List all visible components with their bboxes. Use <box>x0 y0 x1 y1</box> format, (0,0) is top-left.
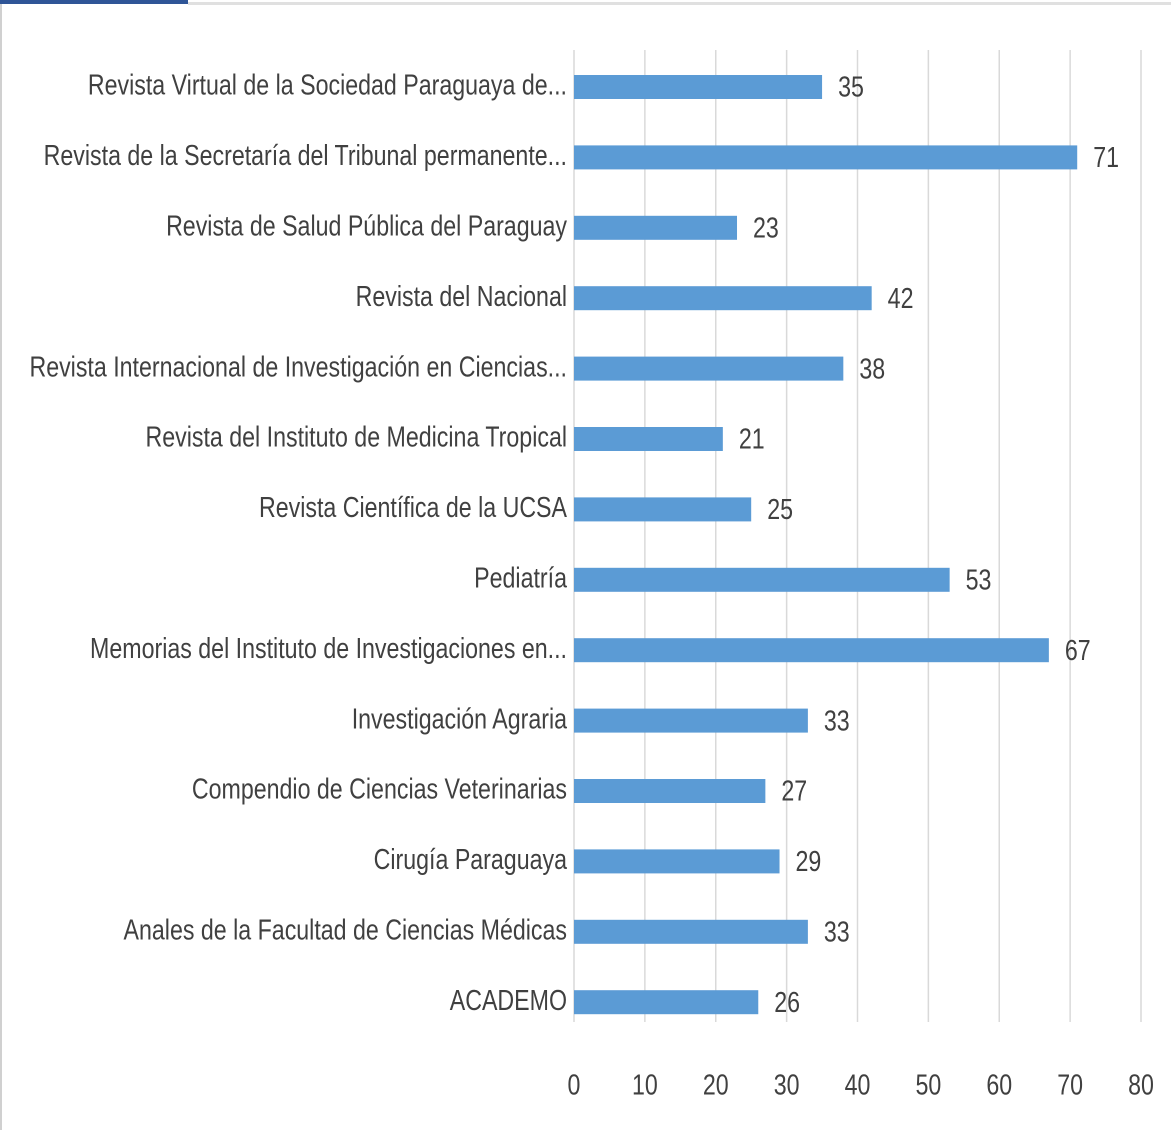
bar <box>574 638 1049 663</box>
y-tick-label: Anales de la Facultad de Ciencias Médica… <box>124 913 567 946</box>
data-label: 53 <box>966 563 992 596</box>
data-label: 26 <box>774 985 800 1018</box>
bar <box>574 919 808 944</box>
y-tick-label: Revista Científica de la UCSA <box>259 491 567 524</box>
bar <box>574 779 766 803</box>
bar <box>574 286 872 311</box>
x-tick-label: 0 <box>568 1068 581 1101</box>
bar <box>574 427 723 451</box>
y-tick-label: Memorias del Instituto de Investigacione… <box>90 631 567 664</box>
data-label: 38 <box>859 352 885 385</box>
bar <box>574 215 738 240</box>
y-tick-label: Compendio de Ciencias Veterinarias <box>192 772 567 805</box>
bar <box>574 497 752 522</box>
y-tick-label: Revista de Salud Pública del Paraguay <box>166 209 568 242</box>
data-label: 33 <box>824 915 850 948</box>
data-label: 21 <box>739 422 765 455</box>
y-tick-label: Investigación Agraria <box>352 702 568 735</box>
x-tick-label: 80 <box>1128 1068 1154 1101</box>
y-tick-label: ACADEMO <box>450 983 567 1016</box>
y-tick-label: Revista de la Secretaría del Tribunal pe… <box>44 139 567 172</box>
y-tick-label: Pediatría <box>474 561 567 594</box>
bar <box>574 356 844 381</box>
bar <box>574 849 780 874</box>
y-tick-label: Revista Internacional de Investigación e… <box>29 350 567 383</box>
x-tick-label: 30 <box>774 1068 800 1101</box>
y-tick-label: Revista del Instituto de Medicina Tropic… <box>145 420 567 453</box>
x-tick-label: 70 <box>1057 1068 1083 1101</box>
bar <box>574 145 1078 170</box>
x-tick-label: 40 <box>845 1068 871 1101</box>
bar <box>574 75 823 99</box>
data-label: 42 <box>888 281 914 314</box>
bar <box>574 990 759 1015</box>
x-tick-label: 10 <box>632 1068 658 1101</box>
data-label: 33 <box>824 704 850 737</box>
x-tick-label: 60 <box>986 1068 1012 1101</box>
y-tick-label: Revista del Nacional <box>356 279 567 312</box>
left-border <box>0 4 2 1130</box>
top-border <box>188 2 1171 5</box>
y-tick-label: Cirugía Paraguaya <box>374 843 568 876</box>
tab <box>0 0 188 4</box>
x-tick-label: 20 <box>703 1068 729 1101</box>
y-tick-label: Revista Virtual de la Sociedad Paraguaya… <box>88 68 567 101</box>
bar <box>574 708 808 733</box>
data-label: 29 <box>796 845 822 878</box>
bar <box>574 567 950 592</box>
data-label: 67 <box>1065 633 1091 666</box>
data-label: 27 <box>781 774 807 807</box>
data-label: 71 <box>1093 141 1119 174</box>
x-tick-label: 50 <box>915 1068 941 1101</box>
data-label: 25 <box>767 493 793 526</box>
data-label: 35 <box>838 70 864 103</box>
data-label: 23 <box>753 211 779 244</box>
